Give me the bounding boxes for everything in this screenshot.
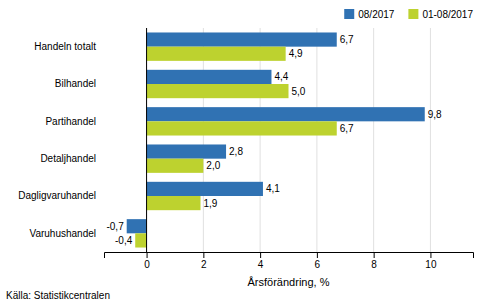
data-label: 2,8 xyxy=(229,146,243,157)
x-tick-mark xyxy=(317,252,318,258)
y-tick-label: Handeln totalt xyxy=(34,41,96,52)
bar xyxy=(147,32,337,46)
data-label: 4,9 xyxy=(289,48,303,59)
x-tick: 0 xyxy=(144,252,150,270)
chart: 0 2 4 6 8 10 Varuhushandel Dagligvaruhandel Deta… xyxy=(0,0,493,304)
grid-line xyxy=(203,28,204,252)
bar xyxy=(147,121,337,135)
x-tick: 6 xyxy=(315,252,321,270)
grid-line xyxy=(260,28,261,252)
x-tick-label: 8 xyxy=(371,259,377,270)
grid-line xyxy=(373,28,374,252)
bar xyxy=(147,107,425,121)
y-tick: Varuhushandel xyxy=(29,228,104,239)
data-label: 4,4 xyxy=(274,71,288,82)
bar xyxy=(147,182,263,196)
data-label: 6,7 xyxy=(340,123,354,134)
x-tick-mark xyxy=(430,252,431,258)
legend-item: 01-08/2017 xyxy=(408,9,473,20)
y-tick-label: Bilhandel xyxy=(55,78,96,89)
legend-label: 01-08/2017 xyxy=(422,9,473,20)
annotation: Källa: Statistikcentralen xyxy=(6,290,110,301)
legend-label: 08/2017 xyxy=(358,9,395,20)
grid-line xyxy=(146,28,147,252)
x-tick-label: 4 xyxy=(258,259,264,270)
x-tick: 10 xyxy=(425,252,437,270)
x-tick-mark xyxy=(260,252,261,258)
data-labels: -0,7 4,1 2,8 9,8 4,4 6,7 -0,4 1,9 2,0 6,7 5,0 4,9 xyxy=(106,34,442,246)
legend-item: 08/2017 xyxy=(344,9,395,20)
bar xyxy=(135,233,146,247)
bar xyxy=(147,159,204,173)
x-tick-label: 10 xyxy=(425,259,437,270)
x-tick-mark xyxy=(374,252,375,258)
x-tick-label: 0 xyxy=(144,259,150,270)
y-tick: Dagligvaruhandel xyxy=(18,190,104,201)
zero-line xyxy=(146,28,147,252)
x-tick-mark xyxy=(147,252,148,258)
legend: 08/2017 01-08/2017 xyxy=(344,9,473,20)
x-tick: 8 xyxy=(371,252,377,270)
x-tick-mark xyxy=(203,252,204,258)
data-label: 5,0 xyxy=(292,86,306,97)
data-label: 9,8 xyxy=(428,109,442,120)
y-tick-label: Detaljhandel xyxy=(40,153,96,164)
y-tick-label: Partihandel xyxy=(45,116,96,127)
y-tick: Bilhandel xyxy=(55,78,104,89)
legend-swatch xyxy=(344,9,354,19)
x-axis-line xyxy=(105,253,474,259)
data-label: -0,7 xyxy=(106,221,124,232)
bar xyxy=(147,144,226,158)
x-tick-label: 6 xyxy=(315,259,321,270)
y-tick: Partihandel xyxy=(45,116,104,127)
y-tick-label: Dagligvaruhandel xyxy=(18,190,96,201)
legend-swatch xyxy=(408,9,418,19)
x-axis: 0 2 4 6 8 10 xyxy=(105,252,474,270)
grid-line xyxy=(316,28,317,252)
y-tick-label: Varuhushandel xyxy=(29,228,96,239)
data-label: 4,1 xyxy=(266,183,280,194)
bar xyxy=(147,84,289,98)
bars xyxy=(127,32,425,247)
x-tick-label: 2 xyxy=(201,259,207,270)
x-tick: 4 xyxy=(258,252,264,270)
data-label: 1,9 xyxy=(204,198,218,209)
y-axis: Varuhushandel Dagligvaruhandel Detaljhande… xyxy=(18,41,104,239)
bar xyxy=(147,47,286,61)
data-label: 6,7 xyxy=(340,34,354,45)
grid xyxy=(147,28,431,252)
bar xyxy=(127,219,147,233)
plot: 0 2 4 6 8 10 Varuhushandel Dagligvaruhandel Deta… xyxy=(18,28,473,270)
y-tick: Handeln totalt xyxy=(34,41,104,52)
x-axis-title: Årsförändring, % xyxy=(248,276,330,288)
bar xyxy=(147,70,272,84)
grid-line xyxy=(430,28,431,252)
x-tick: 2 xyxy=(201,252,207,270)
data-label: 2,0 xyxy=(206,160,220,171)
y-tick: Detaljhandel xyxy=(40,153,104,164)
bar xyxy=(147,196,201,210)
data-label: -0,4 xyxy=(115,235,133,246)
